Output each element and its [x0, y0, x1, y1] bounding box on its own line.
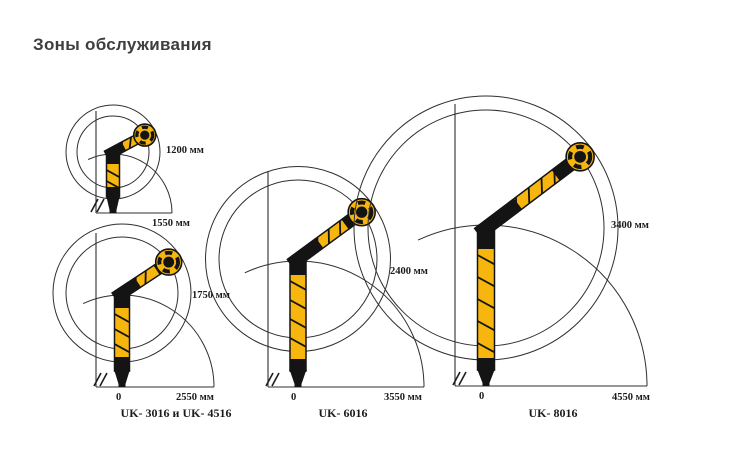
d3-caption: UK- 6016: [318, 406, 368, 420]
column-stripe: [106, 169, 120, 178]
d3-radius-label: 2400 мм: [390, 266, 428, 277]
column-stripe: [106, 180, 120, 189]
column-tip: [290, 371, 306, 387]
axis-break-mark: [458, 371, 467, 386]
column-stripe: [477, 320, 495, 332]
diagram-uk6016: [205, 166, 425, 388]
page-title: Зоны обслуживания: [33, 35, 212, 54]
column-stripe: [289, 299, 307, 310]
crane-arm: [103, 123, 157, 213]
column-stripe: [477, 342, 495, 354]
boom-stripe: [527, 187, 531, 204]
column-stripe: [477, 298, 495, 310]
axis-break-mark: [265, 372, 274, 387]
d1-radius-label: 1200 мм: [166, 145, 204, 156]
rotator-hub: [355, 206, 368, 218]
axis-break-mark: [271, 372, 280, 387]
elbow-joint: [478, 220, 494, 236]
rotator-teeth-ring: [567, 144, 593, 170]
column-stripe: [114, 343, 130, 354]
d4-caption: UK- 8016: [528, 406, 578, 420]
rotator-teeth-ring: [135, 125, 155, 145]
rotator-teeth-ring: [157, 250, 181, 274]
d4-reach-label: 4550 мм: [612, 392, 650, 403]
boom-stripe: [144, 270, 147, 285]
rotator-teeth-ring: [349, 200, 374, 224]
diagram-uk8016: [353, 95, 648, 387]
column-stripe: [114, 313, 130, 324]
column-stripe: [289, 337, 307, 348]
diagram-uk3016-4516: [52, 223, 215, 388]
rotator-hub: [140, 130, 150, 140]
column-stripe: [289, 318, 307, 329]
crane-arm: [286, 197, 376, 387]
axis-break-mark: [90, 198, 99, 213]
axis-break-mark: [96, 198, 105, 213]
reach-arc: [244, 260, 425, 388]
boom-stripe: [540, 177, 543, 194]
boom-stripe: [327, 229, 330, 244]
d2-caption: UK- 3016 и UK- 4516: [120, 406, 232, 420]
axis-break-mark: [99, 372, 108, 387]
column-tip: [477, 370, 495, 386]
rotator-hub: [163, 256, 175, 268]
column-stripe: [289, 280, 307, 291]
d4-zero-label: 0: [479, 391, 485, 402]
diagram-uk3016-small: [65, 104, 173, 214]
column-tip: [106, 197, 120, 213]
elbow-joint: [291, 252, 305, 266]
crane-arm: [473, 142, 595, 386]
column-stripe: [477, 254, 495, 266]
d2-reach-label: 2550 мм: [176, 392, 214, 403]
elbow-joint: [115, 286, 129, 300]
d3-reach-label: 3550 мм: [384, 392, 422, 403]
column-stripe: [477, 276, 495, 288]
boom-stripe: [128, 136, 132, 149]
d2-radius-label: 1750 мм: [192, 290, 230, 301]
boom-stripe: [339, 220, 342, 236]
reach-arc: [82, 294, 215, 388]
elbow-joint: [107, 146, 119, 158]
crane-arm: [111, 248, 183, 387]
column-stripe: [114, 328, 130, 339]
reach-arc: [87, 153, 173, 214]
reach-arc: [417, 224, 648, 387]
d2-zero-label: 0: [116, 392, 122, 403]
axis-break-mark: [452, 371, 461, 386]
rotator-hub: [574, 150, 586, 163]
d1-reach-label: 1550 мм: [152, 218, 190, 229]
d4-radius-label: 3400 мм: [611, 220, 649, 231]
d3-zero-label: 0: [291, 392, 297, 403]
axis-break-mark: [93, 372, 102, 387]
crane-column: [289, 258, 307, 372]
column-tip: [114, 371, 130, 387]
